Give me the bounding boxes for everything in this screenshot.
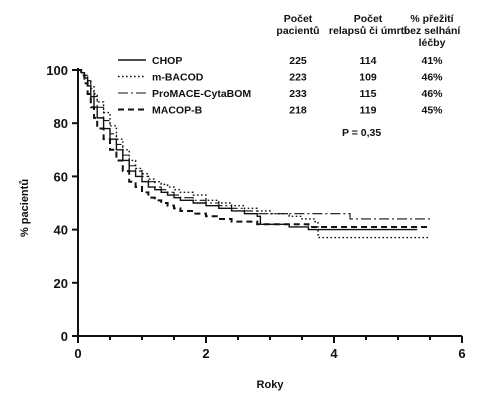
x-tick-label: 0 xyxy=(74,346,81,361)
series-line-promace-cytabom xyxy=(78,69,430,220)
table-cell-survival: 45% xyxy=(421,105,443,117)
y-tick-label: 60 xyxy=(54,169,68,184)
table-header-text: bez selhání xyxy=(404,25,462,37)
x-tick-label: 4 xyxy=(330,346,338,361)
y-tick-label: 100 xyxy=(46,63,68,78)
table-cell-patients: 218 xyxy=(289,105,307,117)
table-header-text: pacientů xyxy=(276,25,319,37)
y-tick-label: 20 xyxy=(54,276,68,291)
table-header-text: % přežití xyxy=(410,13,454,25)
y-tick-label: 40 xyxy=(54,223,68,238)
y-tick-label: 0 xyxy=(61,329,68,344)
legend-label: CHOP xyxy=(152,55,182,67)
table-cell-patients: 233 xyxy=(289,88,307,100)
table-cell-events: 119 xyxy=(360,105,377,117)
table-cell-events: 114 xyxy=(360,55,377,67)
y-axis-title: % pacientů xyxy=(19,179,31,237)
p-value-annotation: P = 0,35 xyxy=(342,127,381,139)
series-lines xyxy=(78,69,430,239)
legend-label: MACOP-B xyxy=(152,105,203,117)
x-tick-label: 2 xyxy=(202,346,209,361)
x-axis-title: Roky xyxy=(257,379,285,391)
table-header-text: Počet xyxy=(284,13,313,25)
table-header-text: relapsů či úmrtí xyxy=(329,25,408,37)
table-cell-events: 109 xyxy=(359,72,377,84)
table-cell-survival: 46% xyxy=(421,72,443,84)
table-cell-patients: 225 xyxy=(289,55,307,67)
table-cell-survival: 41% xyxy=(421,55,443,67)
y-tick-label: 80 xyxy=(54,116,68,131)
series-line-m-bacod xyxy=(78,69,430,239)
table-cell-survival: 46% xyxy=(421,88,443,100)
table-cell-events: 115 xyxy=(360,88,377,100)
table-cell-patients: 223 xyxy=(289,72,307,84)
legend-label: ProMACE-CytaBOM xyxy=(152,88,251,100)
axes: 0 20 40 60 80 100 0 2 4 6 xyxy=(46,63,465,361)
series-line-macop-b xyxy=(78,69,430,228)
table-header-text: léčby xyxy=(419,37,446,49)
x-tick-label: 6 xyxy=(458,346,465,361)
legend-label: m-BACOD xyxy=(152,72,204,84)
table-header-text: Počet xyxy=(354,13,383,25)
